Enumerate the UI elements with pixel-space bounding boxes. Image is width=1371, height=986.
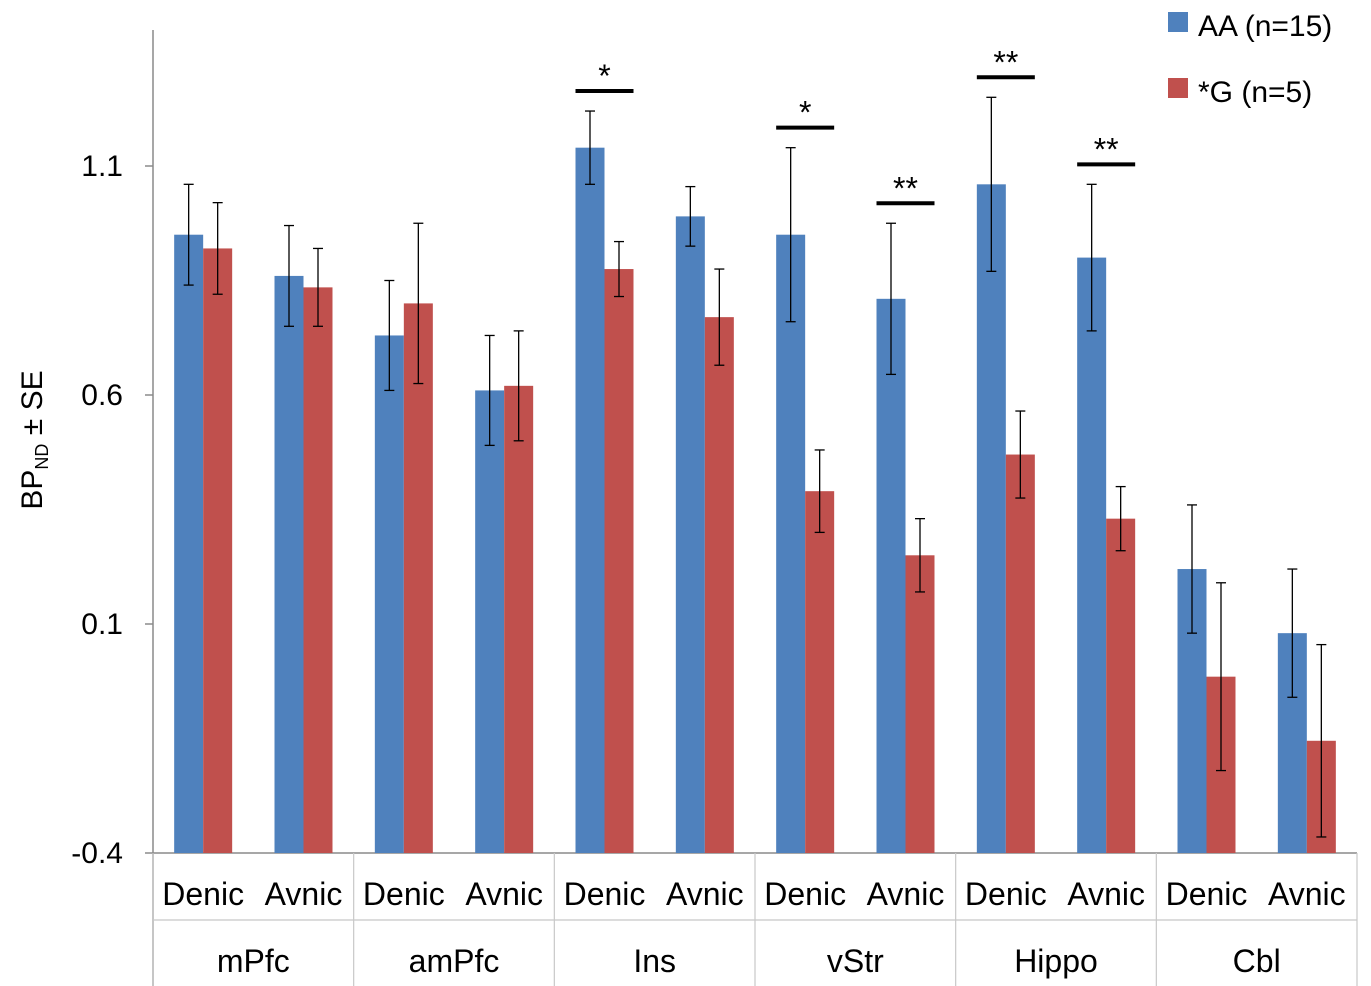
bar-g [905, 555, 935, 853]
bar-g [203, 248, 233, 853]
significance-label: * [598, 58, 610, 94]
bar-aa [575, 147, 605, 853]
y-tick-label: 1.1 [81, 150, 123, 183]
y-tick-label: 0.6 [81, 379, 123, 412]
x-tick-label-condition: Avnic [666, 876, 744, 912]
bar-g [504, 385, 534, 853]
x-tick-label-condition: Denic [965, 876, 1047, 912]
significance-label: ** [893, 170, 918, 206]
bar-g [303, 287, 333, 853]
bar-aa [174, 234, 204, 853]
bar-g [1106, 518, 1136, 853]
x-tick-label-condition: Avnic [867, 876, 945, 912]
bar-aa [976, 184, 1006, 853]
significance-label: ** [993, 44, 1018, 80]
x-tick-label-region: Cbl [1233, 943, 1281, 979]
y-axis-title-main: BP [16, 470, 49, 510]
bar-g [1005, 454, 1035, 853]
bar-aa [776, 234, 806, 853]
bar-aa [675, 216, 705, 853]
bar-aa [1077, 257, 1107, 854]
y-axis-title: BPND ± SE [16, 370, 52, 509]
bar-aa [374, 335, 404, 854]
legend-label: AA (n=15) [1198, 10, 1332, 43]
legend-swatch [1168, 12, 1188, 32]
bar-aa [475, 390, 505, 853]
bar-aa [876, 298, 906, 853]
significance-label: ** [1094, 131, 1119, 167]
y-tick-label: 0.1 [81, 608, 123, 641]
x-tick-label-region: mPfc [217, 943, 290, 979]
bar-g [704, 317, 734, 853]
y-tick-label: -0.4 [71, 837, 123, 870]
legend-swatch [1168, 78, 1188, 98]
bar-g [403, 303, 433, 853]
significance-label: * [799, 95, 811, 131]
x-tick-label-condition: Avnic [465, 876, 543, 912]
x-tick-label-condition: Denic [1166, 876, 1248, 912]
x-tick-label-condition: Avnic [1067, 876, 1145, 912]
x-tick-label-condition: Avnic [265, 876, 343, 912]
bar-aa [274, 275, 304, 853]
x-tick-label-region: amPfc [409, 943, 500, 979]
bar-g [604, 269, 634, 853]
x-tick-label-region: vStr [827, 943, 884, 979]
x-tick-label-condition: Denic [363, 876, 445, 912]
x-tick-label-condition: Denic [162, 876, 244, 912]
x-tick-label-region: Hippo [1014, 943, 1098, 979]
x-tick-label-condition: Denic [764, 876, 846, 912]
legend-label: *G (n=5) [1198, 76, 1312, 109]
y-axis-title-tail: ± SE [16, 370, 49, 443]
x-tick-label-condition: Avnic [1268, 876, 1346, 912]
x-tick-label-region: Ins [633, 943, 676, 979]
y-axis-title-subscript: ND [32, 444, 52, 470]
x-tick-label-condition: Denic [564, 876, 646, 912]
bar-g [805, 491, 835, 853]
